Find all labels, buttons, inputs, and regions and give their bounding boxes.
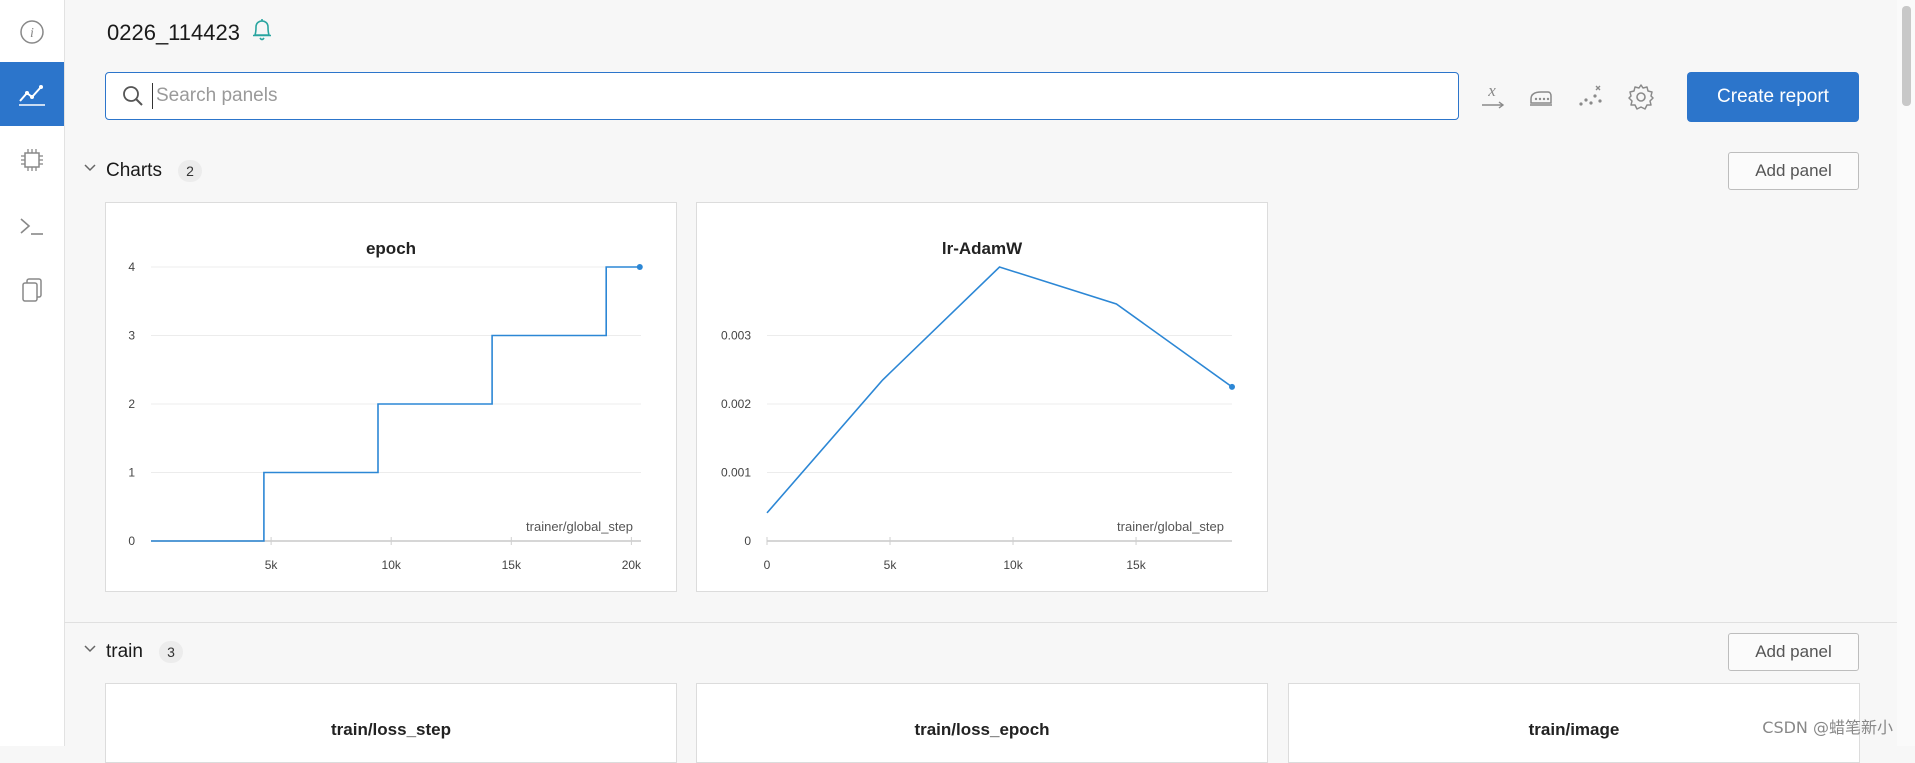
- watermark: CSDN @蜡笔新小: [1762, 718, 1893, 737]
- chart-panel-lr-adamw[interactable]: lr-AdamW 0 0.001 0.002 0.003 0 5k 10k 15k traine…: [696, 202, 1268, 592]
- smoothing-icon[interactable]: [1524, 80, 1558, 114]
- y-tick-label: 1: [128, 466, 135, 480]
- x-tick-label: 15k: [502, 558, 522, 572]
- section-title: Charts: [106, 160, 162, 181]
- panel-count-badge: 3: [158, 641, 183, 663]
- section-header-train[interactable]: train 3: [82, 641, 183, 663]
- chevron-down-icon[interactable]: [82, 641, 98, 663]
- gear-icon[interactable]: [1624, 80, 1658, 114]
- y-tick-label: 2: [128, 397, 135, 411]
- y-tick-label: 0: [128, 534, 135, 548]
- search-input[interactable]: [152, 83, 1458, 109]
- y-tick-label: 0.003: [721, 329, 751, 343]
- y-tick-label: 3: [128, 329, 135, 343]
- info-icon[interactable]: i: [0, 0, 64, 64]
- x-tick-label: 10k: [382, 558, 402, 572]
- line-chart-epoch: 0 1 2 3 4 5k 10k 15k 20k trainer/global_step: [128, 260, 643, 572]
- y-tick-label: 4: [128, 260, 135, 274]
- add-panel-button[interactable]: Add panel: [1728, 633, 1859, 671]
- run-header: 0226_114423: [107, 18, 274, 48]
- add-panel-button[interactable]: Add panel: [1728, 152, 1859, 190]
- chart-panel-epoch[interactable]: epoch 0 1 2 3 4 5k 10k 15k 20k trainer/global_ste…: [105, 202, 677, 592]
- x-tick-label: 10k: [1003, 558, 1023, 572]
- scrollbar-thumb[interactable]: [1902, 6, 1911, 106]
- x-tick-label: 5k: [265, 558, 279, 572]
- x-tick-label: 15k: [1126, 558, 1146, 572]
- y-tick-label: 0.002: [721, 397, 751, 411]
- chart-title: lr-AdamW: [941, 239, 1023, 258]
- x-tick-label: 20k: [622, 558, 642, 572]
- series-end-point[interactable]: [636, 264, 643, 270]
- chart-panel-train-loss-step[interactable]: train/loss_step: [105, 683, 677, 763]
- files-icon[interactable]: [0, 258, 64, 322]
- section-divider: [64, 622, 1915, 623]
- terminal-icon[interactable]: [0, 194, 64, 258]
- chart-title: train/image: [1528, 720, 1620, 739]
- section-header-charts[interactable]: Charts 2: [82, 160, 202, 182]
- outliers-icon[interactable]: [1573, 80, 1607, 114]
- y-tick-label: 0: [744, 534, 751, 548]
- svg-text:x: x: [1487, 82, 1496, 100]
- run-name: 0226_114423: [107, 20, 240, 45]
- chart-title: epoch: [365, 239, 417, 258]
- system-icon[interactable]: [0, 128, 64, 192]
- left-nav-rail: i: [0, 0, 65, 746]
- line-chart-lr-adamw: 0 0.001 0.002 0.003 0 5k 10k 15k trainer/global_…: [721, 266, 1235, 572]
- x-tick-label: 0: [764, 558, 771, 572]
- y-tick-label: 0.001: [721, 466, 751, 480]
- chart-panel-train-loss-epoch[interactable]: train/loss_epoch: [696, 683, 1268, 763]
- x-axis-title: trainer/global_step: [1117, 519, 1224, 534]
- page-scrollbar[interactable]: [1897, 0, 1915, 746]
- chart-title: train/loss_step: [331, 720, 451, 739]
- series-line: [766, 266, 1233, 514]
- section-title: train: [106, 641, 143, 662]
- panel-count-badge: 2: [177, 160, 202, 182]
- svg-text:i: i: [30, 26, 34, 41]
- search-panels-box[interactable]: [105, 72, 1459, 120]
- x-axis-settings-icon[interactable]: x: [1476, 80, 1510, 114]
- x-tick-label: 5k: [884, 558, 898, 572]
- charts-icon[interactable]: [0, 62, 64, 126]
- series-line: [151, 266, 640, 542]
- search-icon: [122, 85, 144, 107]
- create-report-button[interactable]: Create report: [1687, 72, 1859, 122]
- series-end-point[interactable]: [1229, 383, 1235, 390]
- bell-icon[interactable]: [250, 17, 274, 49]
- x-axis-title: trainer/global_step: [526, 519, 633, 534]
- chevron-down-icon[interactable]: [82, 160, 98, 182]
- chart-title: train/loss_epoch: [914, 720, 1050, 739]
